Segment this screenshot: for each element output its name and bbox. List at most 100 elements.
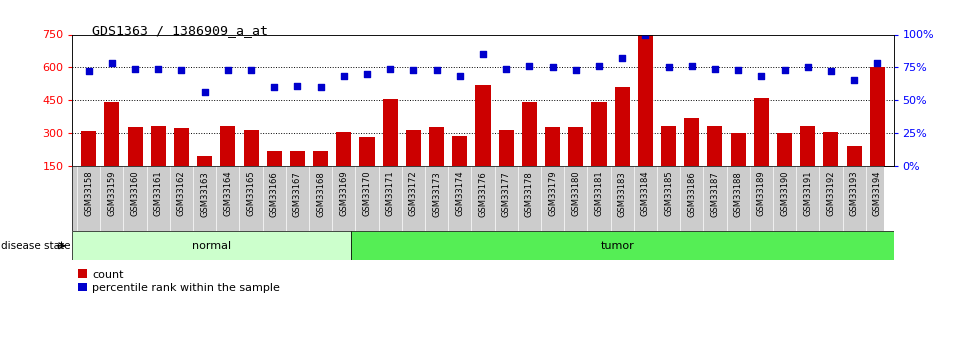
Text: GSM33179: GSM33179 xyxy=(548,171,557,216)
Bar xyxy=(128,127,143,166)
Bar xyxy=(174,128,189,166)
Text: GSM33162: GSM33162 xyxy=(177,171,186,216)
Bar xyxy=(406,129,421,166)
Point xyxy=(638,32,653,37)
Text: GSM33189: GSM33189 xyxy=(756,171,766,216)
Bar xyxy=(290,151,305,166)
Point xyxy=(336,74,352,79)
Point xyxy=(290,83,305,88)
Text: GSM33160: GSM33160 xyxy=(130,171,139,216)
Bar xyxy=(661,126,676,166)
Point xyxy=(151,66,166,71)
Text: GSM33174: GSM33174 xyxy=(455,171,465,216)
Text: GSM33186: GSM33186 xyxy=(687,171,696,217)
Bar xyxy=(684,118,699,166)
Point xyxy=(869,61,885,66)
Text: GSM33187: GSM33187 xyxy=(710,171,720,217)
Bar xyxy=(359,137,375,166)
Bar xyxy=(568,127,583,166)
Bar xyxy=(545,127,560,166)
Text: GSM33159: GSM33159 xyxy=(107,171,116,216)
Text: normal: normal xyxy=(192,241,231,251)
Point xyxy=(267,84,282,90)
Bar xyxy=(777,133,792,166)
Bar xyxy=(498,129,514,166)
Point xyxy=(684,63,699,69)
Point xyxy=(243,67,259,73)
Point xyxy=(475,51,491,57)
Point xyxy=(777,67,792,73)
Point xyxy=(846,78,862,83)
Text: GSM33181: GSM33181 xyxy=(594,171,604,216)
Point xyxy=(568,67,583,73)
Bar xyxy=(591,102,607,166)
Text: GSM33177: GSM33177 xyxy=(501,171,511,217)
Point xyxy=(359,71,375,77)
Point xyxy=(174,67,189,73)
Bar xyxy=(869,67,885,166)
Text: disease state: disease state xyxy=(1,241,71,251)
Point xyxy=(730,67,746,73)
Text: GSM33170: GSM33170 xyxy=(362,171,372,216)
Text: GSM33161: GSM33161 xyxy=(154,171,163,216)
Bar xyxy=(267,151,282,166)
Text: GSM33185: GSM33185 xyxy=(664,171,673,216)
Bar xyxy=(197,156,213,166)
Bar xyxy=(72,231,351,260)
Bar xyxy=(823,132,838,166)
Point xyxy=(104,61,120,66)
Text: GSM33194: GSM33194 xyxy=(873,171,882,216)
Point xyxy=(498,66,514,71)
Bar xyxy=(351,231,894,260)
Bar xyxy=(81,131,97,166)
Point xyxy=(128,66,143,71)
Bar xyxy=(220,126,236,166)
Point xyxy=(452,74,468,79)
Bar xyxy=(522,102,537,166)
Bar xyxy=(243,129,259,166)
Text: GSM33183: GSM33183 xyxy=(617,171,627,217)
Point xyxy=(614,55,630,61)
Text: GSM33184: GSM33184 xyxy=(640,171,650,216)
Text: GSM33188: GSM33188 xyxy=(733,171,743,217)
Text: GSM33193: GSM33193 xyxy=(850,171,859,216)
Bar xyxy=(429,127,444,166)
Bar xyxy=(753,98,769,166)
Point xyxy=(753,74,769,79)
Point xyxy=(545,65,560,70)
Bar xyxy=(104,102,120,166)
Point xyxy=(823,68,838,74)
Bar xyxy=(707,126,723,166)
Text: GSM33173: GSM33173 xyxy=(432,171,441,217)
Bar xyxy=(475,85,491,166)
Point xyxy=(429,67,444,73)
Text: GSM33163: GSM33163 xyxy=(200,171,210,217)
Point xyxy=(406,67,421,73)
Text: GSM33178: GSM33178 xyxy=(525,171,534,217)
Bar xyxy=(638,34,653,166)
Point xyxy=(383,66,398,71)
Bar xyxy=(846,146,862,166)
Point xyxy=(800,65,815,70)
Point xyxy=(661,65,676,70)
Point xyxy=(197,89,213,95)
Text: GSM33172: GSM33172 xyxy=(409,171,418,216)
Text: GSM33168: GSM33168 xyxy=(316,171,326,217)
Text: GDS1363 / 1386909_a_at: GDS1363 / 1386909_a_at xyxy=(92,24,268,37)
Point xyxy=(707,66,723,71)
Text: GSM33167: GSM33167 xyxy=(293,171,302,217)
Legend: count, percentile rank within the sample: count, percentile rank within the sample xyxy=(78,269,280,293)
Bar xyxy=(313,151,328,166)
Text: GSM33166: GSM33166 xyxy=(270,171,279,217)
Text: GSM33164: GSM33164 xyxy=(223,171,233,216)
Text: GSM33191: GSM33191 xyxy=(803,171,812,216)
Point xyxy=(591,63,607,69)
Text: GSM33165: GSM33165 xyxy=(246,171,256,216)
Text: GSM33171: GSM33171 xyxy=(385,171,395,216)
Text: GSM33176: GSM33176 xyxy=(478,171,488,217)
Text: GSM33190: GSM33190 xyxy=(780,171,789,216)
Bar xyxy=(452,136,468,166)
Bar xyxy=(336,132,352,166)
Text: GSM33158: GSM33158 xyxy=(84,171,93,216)
Bar xyxy=(800,126,815,166)
